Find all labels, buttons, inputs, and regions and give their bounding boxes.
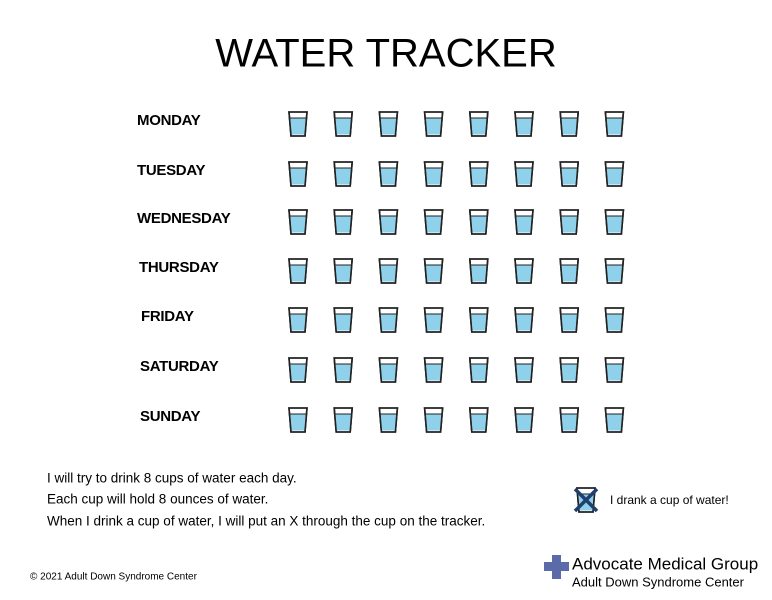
- cup: [514, 307, 534, 333]
- instruction: When I drink a cup of water, I will put …: [47, 514, 485, 529]
- legend-icon: [573, 487, 599, 513]
- cup: [333, 161, 354, 187]
- day-label: THURSDAY: [139, 259, 219, 276]
- cup: [559, 258, 580, 284]
- cup: [288, 407, 308, 433]
- instruction: I will try to drink 8 cups of water each…: [47, 471, 297, 486]
- cup: [468, 161, 489, 187]
- cup: [378, 258, 399, 284]
- day-label: SUNDAY: [140, 408, 200, 425]
- cup: [559, 111, 580, 137]
- center-name: Adult Down Syndrome Center: [572, 574, 745, 589]
- cup: [378, 161, 399, 187]
- cup: [288, 209, 308, 235]
- cup: [468, 407, 489, 433]
- cup: [604, 161, 625, 187]
- cup: [604, 258, 625, 284]
- cup: [559, 307, 580, 333]
- org-name: Advocate Medical Group: [572, 554, 758, 573]
- cup: [468, 209, 489, 235]
- cup: [423, 209, 444, 235]
- cup: [468, 258, 489, 284]
- cup: [514, 161, 534, 187]
- day-label: WEDNESDAY: [137, 210, 231, 227]
- cup: [378, 209, 399, 235]
- cup: [514, 111, 534, 137]
- cup: [333, 307, 354, 333]
- cup: [423, 111, 444, 137]
- cup: [468, 357, 489, 383]
- cup: [378, 307, 399, 333]
- cup: [333, 357, 354, 383]
- cup: [514, 209, 534, 235]
- cup: [423, 161, 444, 187]
- cup: [333, 209, 354, 235]
- cup: [333, 258, 354, 284]
- cup: [559, 407, 580, 433]
- day-label: TUESDAY: [137, 162, 205, 179]
- cup: [288, 161, 308, 187]
- cup: [423, 357, 444, 383]
- cup: [604, 307, 625, 333]
- cup: [423, 407, 444, 433]
- cup: [559, 357, 580, 383]
- cup: [288, 258, 308, 284]
- cup: [559, 161, 580, 187]
- day-label: FRIDAY: [141, 308, 194, 325]
- cup: [288, 307, 308, 333]
- cup: [423, 307, 444, 333]
- cup: [604, 209, 625, 235]
- logo-cross: [544, 555, 569, 579]
- cup: [604, 357, 625, 383]
- cup: [378, 357, 399, 383]
- cup: [378, 111, 399, 137]
- instruction: Each cup will hold 8 ounces of water.: [47, 492, 268, 507]
- cup: [604, 407, 625, 433]
- copyright: © 2021 Adult Down Syndrome Center: [30, 572, 198, 583]
- day-label: SATURDAY: [140, 358, 219, 375]
- cup: [514, 407, 534, 433]
- cup: [288, 357, 308, 383]
- cup: [378, 407, 399, 433]
- cup: [288, 111, 308, 137]
- cup: [604, 111, 625, 137]
- cup: [333, 111, 354, 137]
- cup: [514, 357, 534, 383]
- cup: [423, 258, 444, 284]
- title: WATER TRACKER: [215, 32, 557, 76]
- cup: [468, 111, 489, 137]
- cup: [559, 209, 580, 235]
- cup: [514, 258, 534, 284]
- cup: [468, 307, 489, 333]
- legend-label: I drank a cup of water!: [610, 493, 729, 507]
- cup: [333, 407, 354, 433]
- day-label: MONDAY: [137, 112, 201, 129]
